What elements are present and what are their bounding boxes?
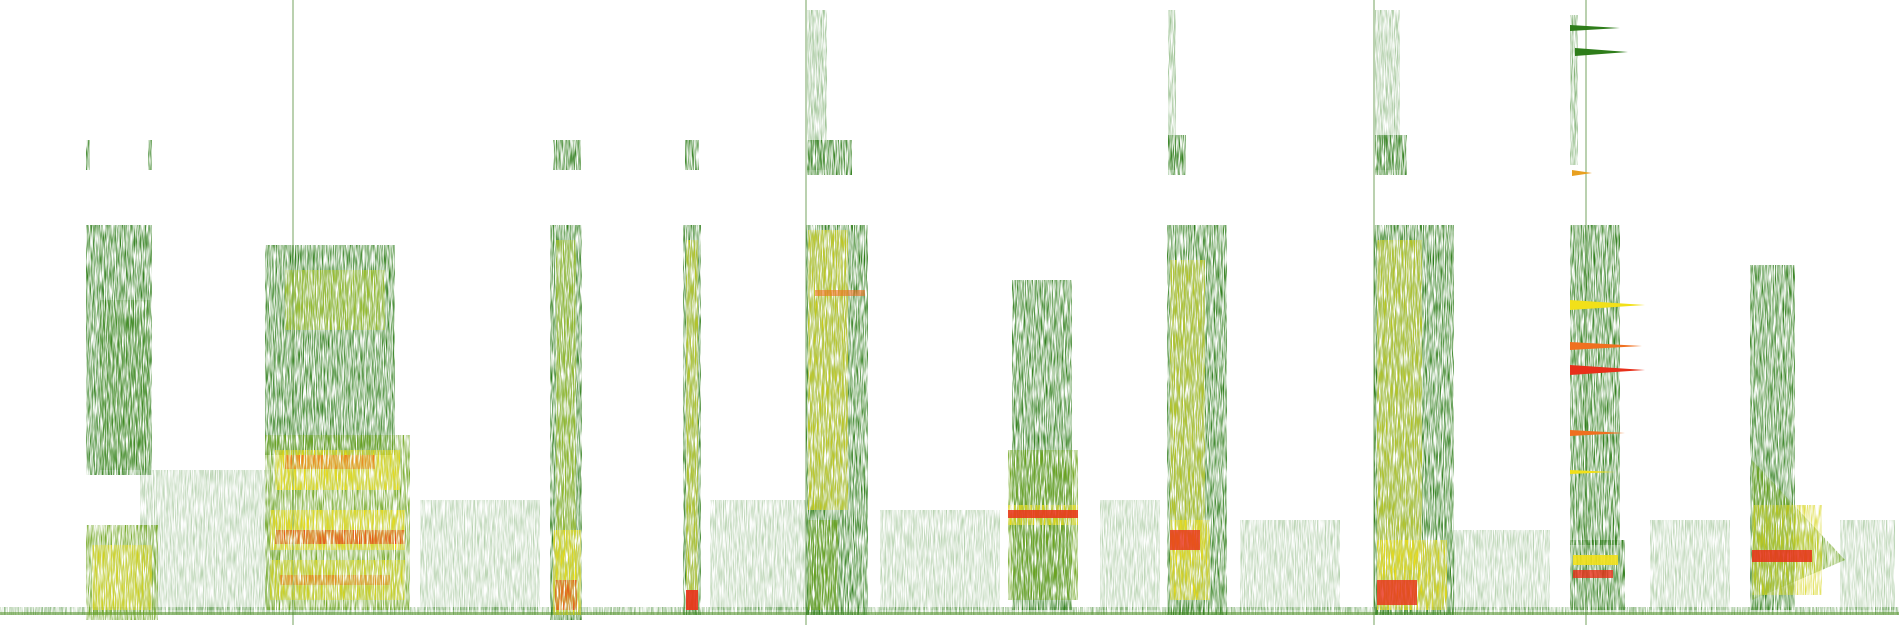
background-noise (140, 470, 1895, 610)
call-7 (1167, 10, 1227, 615)
call-6 (1008, 280, 1078, 610)
call-3 (550, 140, 582, 620)
floor-noise-band (0, 607, 1899, 615)
call-1 (86, 140, 158, 620)
call-9 (1570, 15, 1645, 610)
call-2 (265, 245, 410, 610)
call-10 (1750, 265, 1845, 610)
call-4 (683, 140, 701, 615)
call-5 (806, 10, 868, 615)
call-8 (1374, 10, 1454, 615)
